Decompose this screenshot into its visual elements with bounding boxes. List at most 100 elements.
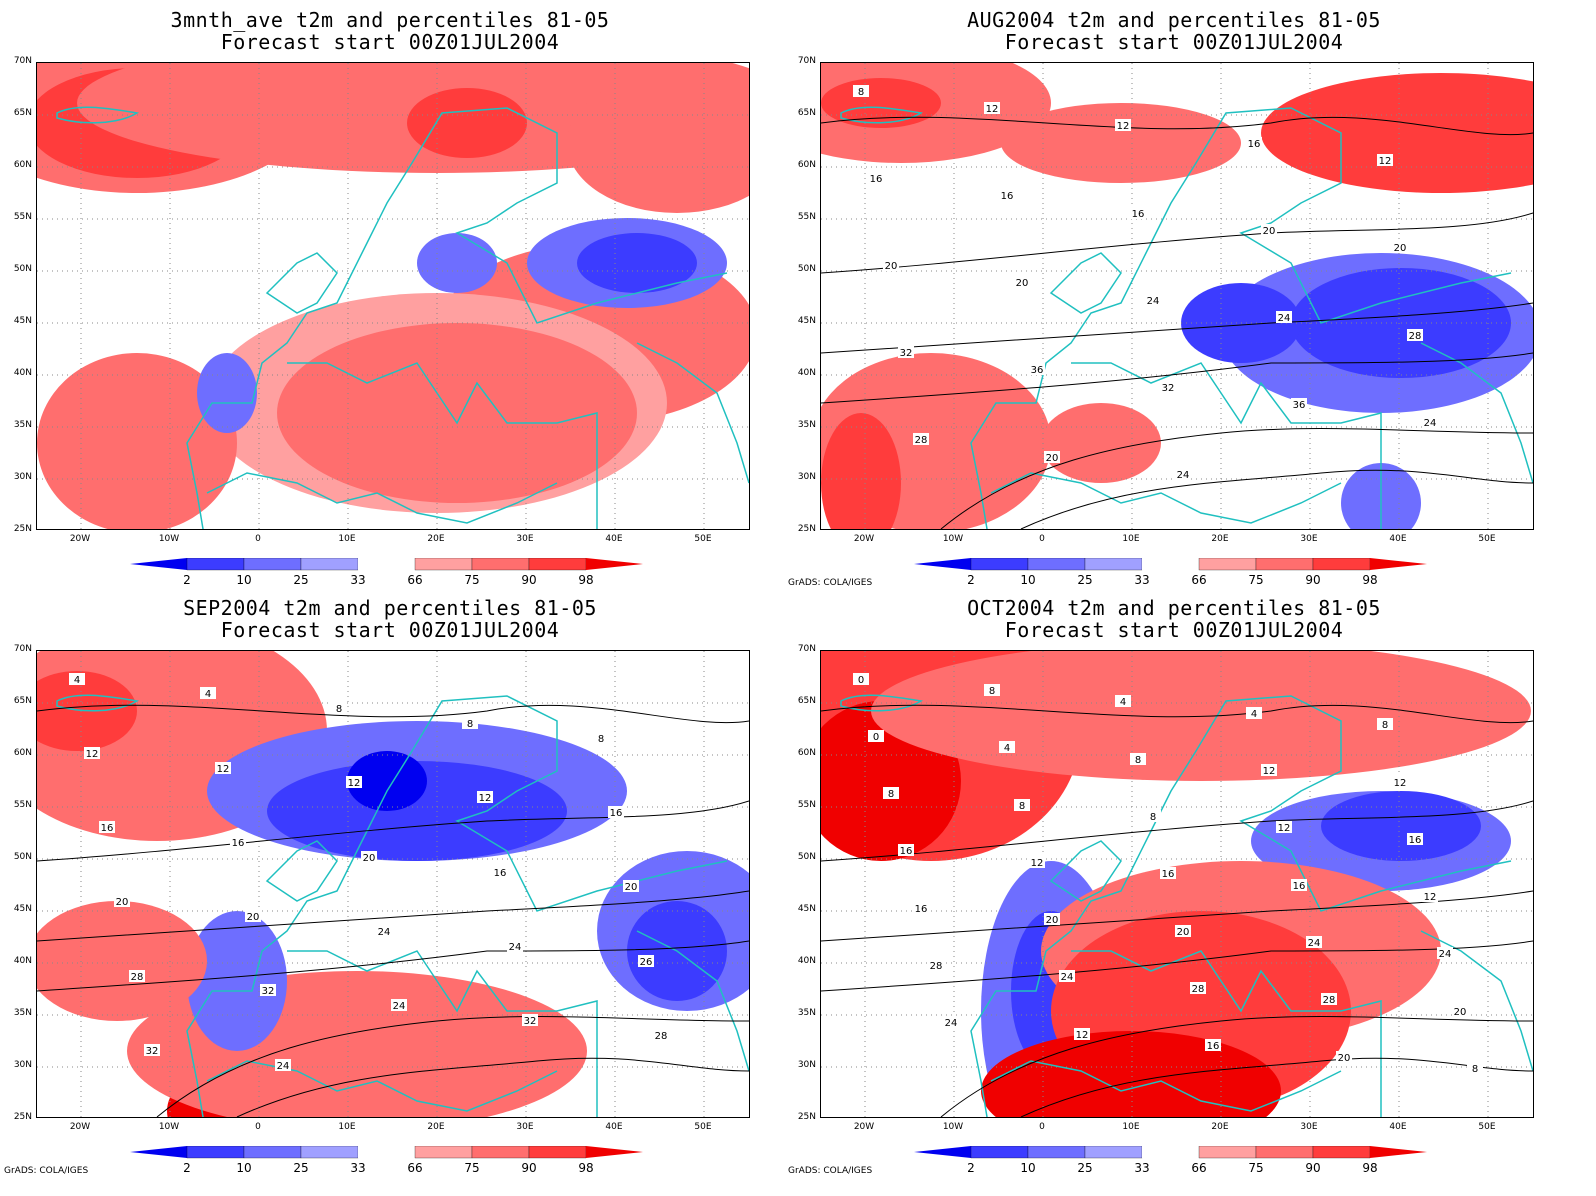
- contour-line: [940, 428, 1533, 529]
- contour-label-bg: [1422, 416, 1438, 428]
- contour-label: 16: [1207, 1041, 1220, 1052]
- shaded-region: [981, 1031, 1281, 1117]
- colorbar-segment: [186, 1146, 245, 1159]
- contour-label: 8: [1150, 812, 1156, 823]
- contour-label: 28: [1409, 331, 1422, 342]
- colorbar: 2 10 25 33 66 75 90 98: [130, 1146, 643, 1174]
- colorbar-segment: [1198, 1146, 1257, 1159]
- contour-label: 28: [930, 961, 943, 972]
- contour-label-bg: [275, 1059, 291, 1071]
- colorbar-segment: [471, 1146, 530, 1159]
- longitude-label: 40E: [605, 534, 623, 544]
- colorbar-segment: [471, 558, 530, 571]
- contour-label-bg: [1377, 154, 1393, 166]
- grads-credit: GrADS: COLA/IGES: [788, 1166, 873, 1176]
- contour-label: 12: [1263, 766, 1276, 777]
- colorbar-segment: [1312, 558, 1371, 571]
- contour-label-bg: [1261, 224, 1277, 236]
- contour-line: [821, 800, 1533, 862]
- contour-label: 28: [1323, 995, 1336, 1006]
- contour-label: 8: [1019, 801, 1025, 812]
- contour-label: 24: [509, 942, 522, 953]
- coastline: [840, 694, 1533, 1117]
- contour-label: 24: [1278, 313, 1291, 324]
- latitude-label: 30N: [13, 1060, 32, 1070]
- contour-label: 24: [1177, 470, 1190, 481]
- contour-label-bg: [913, 902, 929, 914]
- contour-label: 8: [598, 734, 604, 745]
- colorbar-segment: [300, 558, 359, 571]
- panel-title: SEP2004 t2m and percentiles 81-05: [183, 596, 597, 620]
- contour-label: 16: [232, 838, 245, 849]
- colorbar-label: 2: [183, 1161, 191, 1174]
- contour-label: 12: [1278, 823, 1291, 834]
- contour-label: 12: [1424, 892, 1437, 903]
- panel-subtitle: Forecast start 00Z01JUL2004: [220, 618, 560, 642]
- colorbar-label: 75: [1248, 1161, 1263, 1174]
- latitude-label: 30N: [797, 1060, 816, 1070]
- map-area: 8 12 12 16 12 16 16 16 20 20 20 20 24 24 28 32 36 32 36 24 2…: [820, 62, 1534, 530]
- colorbar-label: 75: [464, 1161, 479, 1174]
- latitude-label: 35N: [797, 1008, 816, 1018]
- longitude-label: 20W: [853, 1122, 875, 1132]
- shaded-region: [1321, 791, 1481, 861]
- colorbar-label: 66: [407, 573, 422, 586]
- contour-label-bg: [853, 85, 869, 97]
- longitude-label: 40E: [605, 1122, 623, 1132]
- latitude-label: 60N: [13, 160, 32, 170]
- longitude-label: 50E: [694, 534, 712, 544]
- contour-label-bg: [883, 787, 899, 799]
- contour-label-bg: [477, 791, 493, 803]
- coastline: [56, 694, 749, 1117]
- colorbar-arrow-right: [586, 558, 643, 570]
- contour-label: 16: [915, 904, 928, 915]
- latitude-label: 35N: [13, 420, 32, 430]
- contour-label: 4: [205, 689, 211, 700]
- contour-label-bg: [1276, 821, 1292, 833]
- contour-line: [821, 890, 1533, 942]
- contour-label-bg: [1190, 982, 1206, 994]
- longitude-label: 40E: [1389, 1122, 1407, 1132]
- contour-label-bg: [1276, 311, 1292, 323]
- colorbar-segment: [1027, 558, 1086, 571]
- contour-label-bg: [1044, 913, 1060, 925]
- contour-label: 0: [873, 732, 879, 743]
- latitude-label: 70N: [13, 644, 32, 654]
- contour-label: 20: [885, 261, 898, 272]
- shaded-region: [277, 323, 637, 503]
- contour-label-bg: [883, 259, 899, 271]
- latitude-label: 40N: [13, 956, 32, 966]
- contour-label: 16: [101, 823, 114, 834]
- contour-label: 8: [888, 789, 894, 800]
- longitude-label: 0: [255, 1122, 261, 1132]
- contour-label-bg: [1407, 329, 1423, 341]
- contour-label: 20: [625, 882, 638, 893]
- shaded-region: [37, 353, 237, 529]
- grads-credit: GrADS: COLA/IGES: [4, 1166, 89, 1176]
- contour-label: 20: [1046, 453, 1059, 464]
- contour-label: 16: [870, 174, 883, 185]
- colorbar-label: 90: [1305, 1161, 1320, 1174]
- coastline: [56, 106, 749, 529]
- colorbar-label: 25: [1077, 1161, 1092, 1174]
- contour-line: [37, 890, 749, 942]
- longitude-label: 30E: [1300, 534, 1318, 544]
- shaded-region: [347, 751, 427, 811]
- contour-label-bg: [1291, 398, 1307, 410]
- colorbar-label: 10: [1020, 573, 1035, 586]
- contour-label: 32: [146, 1046, 159, 1057]
- contour-label-bg: [868, 730, 884, 742]
- longitude-label: 50E: [1478, 534, 1496, 544]
- panel-subtitle: Forecast start 00Z01JUL2004: [1004, 618, 1344, 642]
- contour-label: 16: [900, 846, 913, 857]
- temperature-percentile-field: [37, 63, 749, 529]
- longitude-label: 20E: [427, 1122, 445, 1132]
- map-panel-oct: OCT2004 t2m and percentiles 81-05 Forecas…: [784, 588, 1564, 1186]
- contour-line: [156, 1016, 749, 1117]
- contour-label: 32: [900, 348, 913, 359]
- shaded-region: [1001, 103, 1241, 183]
- panel-subtitle: Forecast start 00Z01JUL2004: [220, 30, 560, 54]
- colorbar-label: 10: [236, 1161, 251, 1174]
- colorbar: 2 10 25 33 66 75 90 98: [130, 558, 643, 586]
- contour-line: [821, 116, 1533, 136]
